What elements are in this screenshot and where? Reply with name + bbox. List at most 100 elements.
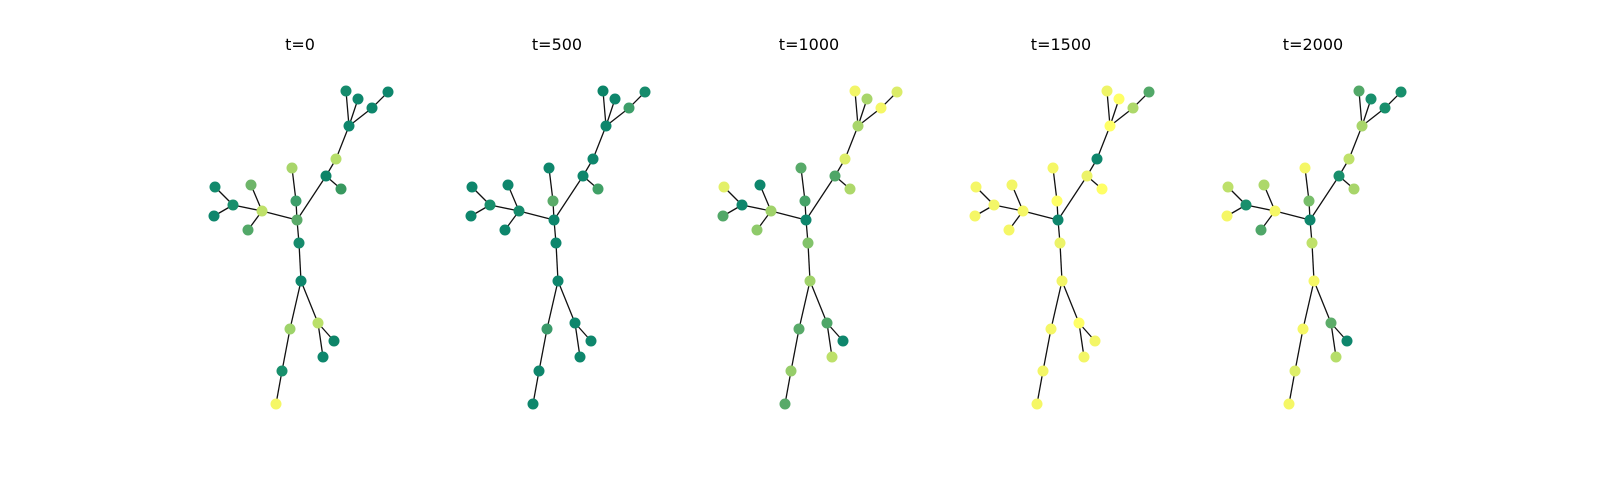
graph-edge xyxy=(555,242,559,282)
graph-node xyxy=(829,170,841,182)
graph-node xyxy=(295,275,307,287)
graph-node xyxy=(256,205,268,217)
graph-edge xyxy=(345,90,350,127)
graph-node xyxy=(1306,237,1318,249)
graph-edge xyxy=(1036,370,1044,405)
graph-edge xyxy=(289,280,302,330)
graph-node xyxy=(1304,214,1316,226)
graph-edge xyxy=(538,328,548,372)
graph-node xyxy=(1341,335,1353,347)
graph-node xyxy=(826,351,838,363)
graph-node xyxy=(1073,317,1085,329)
graph-node xyxy=(352,93,364,105)
graph-node xyxy=(548,214,560,226)
graph-node xyxy=(1081,170,1093,182)
graph-node xyxy=(209,181,221,193)
graph-edge xyxy=(826,322,833,358)
graph-node xyxy=(736,199,748,211)
graph-node xyxy=(804,275,816,287)
graph-edge xyxy=(1304,167,1310,202)
graph-node xyxy=(1047,162,1059,174)
graph-node xyxy=(569,317,581,329)
graph-edge xyxy=(1042,328,1052,372)
graph-node xyxy=(245,179,257,191)
graph-edge xyxy=(532,370,540,405)
graph-node xyxy=(1348,183,1360,195)
graph-edge xyxy=(1096,125,1111,160)
graph-node xyxy=(335,183,347,195)
graph-node xyxy=(343,120,355,132)
graph-node xyxy=(639,86,651,98)
graph-node xyxy=(1096,183,1108,195)
graph-node xyxy=(1240,199,1252,211)
panel-title: t=0 xyxy=(285,35,315,54)
graph-edge xyxy=(298,242,302,282)
graph-node xyxy=(765,205,777,217)
graph-edge xyxy=(1309,175,1340,221)
panel-1: t=500 xyxy=(465,35,651,410)
graph-node xyxy=(1054,237,1066,249)
graph-node xyxy=(1045,323,1057,335)
graph-node xyxy=(1006,179,1018,191)
graph-edge xyxy=(261,210,298,221)
graph-edge xyxy=(1061,280,1080,324)
graph-node xyxy=(1297,323,1309,335)
graph-node xyxy=(1395,86,1407,98)
graph-edge xyxy=(518,210,555,221)
graph-node xyxy=(312,317,324,329)
graph-node xyxy=(208,210,220,222)
graph-node xyxy=(799,195,811,207)
graph-node xyxy=(597,85,609,97)
graph-node xyxy=(502,179,514,191)
panel-title: t=2000 xyxy=(1283,35,1343,54)
graph-node xyxy=(1325,317,1337,329)
graph-node xyxy=(802,237,814,249)
graph-node xyxy=(785,365,797,377)
graph-node xyxy=(291,214,303,226)
graph-edge xyxy=(809,280,828,324)
graph-node xyxy=(290,195,302,207)
graph-edge xyxy=(296,175,327,221)
graph-node xyxy=(499,224,511,236)
graph-node xyxy=(577,170,589,182)
graph-edge xyxy=(574,322,581,358)
graph-node xyxy=(1379,102,1391,114)
nodes xyxy=(969,85,1155,410)
graph-node xyxy=(1091,153,1103,165)
graph-node xyxy=(1356,120,1368,132)
graph-node xyxy=(800,214,812,226)
graph-node xyxy=(1308,275,1320,287)
graph-node xyxy=(585,335,597,347)
graph-node xyxy=(875,102,887,114)
graph-node xyxy=(970,181,982,193)
panel-title: t=1000 xyxy=(779,35,839,54)
graph-node xyxy=(1258,179,1270,191)
graph-node xyxy=(366,102,378,114)
graph-node xyxy=(330,153,342,165)
graph-node xyxy=(1078,351,1090,363)
graph-node xyxy=(541,323,553,335)
graph-node xyxy=(609,93,621,105)
graph-edge xyxy=(807,242,811,282)
graph-node xyxy=(574,351,586,363)
graph-node xyxy=(1283,398,1295,410)
graph-node xyxy=(1089,335,1101,347)
graph-edge xyxy=(1052,167,1058,202)
graph-node xyxy=(1003,224,1015,236)
graph-edge xyxy=(1288,370,1296,405)
graph-node xyxy=(270,398,282,410)
graph-node xyxy=(795,162,807,174)
panel-title: t=1500 xyxy=(1031,35,1091,54)
graph-edge xyxy=(1059,242,1063,282)
nodes xyxy=(465,85,651,410)
graph-node xyxy=(1127,102,1139,114)
graph-node xyxy=(550,237,562,249)
graph-node xyxy=(527,398,539,410)
graph-edge xyxy=(784,370,792,405)
graph-node xyxy=(227,199,239,211)
graph-node xyxy=(1269,205,1281,217)
graph-node xyxy=(276,365,288,377)
graph-node xyxy=(793,323,805,335)
graph-node xyxy=(754,179,766,191)
graph-node xyxy=(587,153,599,165)
